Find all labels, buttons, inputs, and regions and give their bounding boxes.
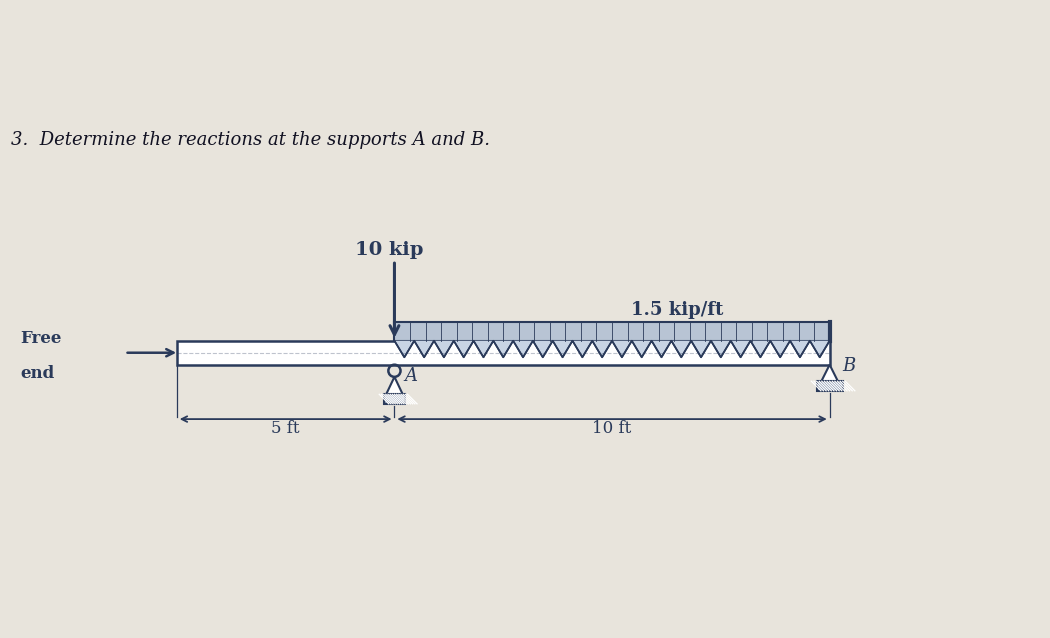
Text: B: B (843, 357, 856, 375)
Polygon shape (821, 365, 838, 382)
Text: end: end (20, 365, 55, 382)
Bar (817, 382, 843, 391)
Bar (383, 394, 405, 404)
Bar (176, 341, 830, 365)
Polygon shape (592, 341, 612, 357)
Polygon shape (395, 341, 415, 357)
Polygon shape (751, 341, 771, 357)
Polygon shape (790, 341, 810, 357)
Polygon shape (671, 341, 691, 357)
Bar (395, 322, 830, 341)
Polygon shape (415, 341, 434, 357)
Polygon shape (494, 341, 513, 357)
Polygon shape (434, 341, 454, 357)
Text: 5 ft: 5 ft (271, 420, 300, 437)
Polygon shape (691, 341, 711, 357)
Text: 1.5 kip/ft: 1.5 kip/ft (631, 300, 723, 318)
Polygon shape (454, 341, 474, 357)
Polygon shape (771, 341, 790, 357)
Polygon shape (386, 377, 403, 394)
Polygon shape (632, 341, 652, 357)
Text: A: A (404, 367, 417, 385)
Polygon shape (513, 341, 533, 357)
Polygon shape (474, 341, 494, 357)
Text: Free: Free (20, 330, 62, 347)
Polygon shape (810, 341, 830, 357)
Polygon shape (612, 341, 632, 357)
Polygon shape (711, 341, 731, 357)
Polygon shape (533, 341, 552, 357)
Polygon shape (572, 341, 592, 357)
Polygon shape (652, 341, 671, 357)
Text: 3.  Determine the reactions at the supports A and B.: 3. Determine the reactions at the suppor… (12, 131, 490, 149)
Polygon shape (552, 341, 572, 357)
Text: 10 kip: 10 kip (355, 241, 423, 259)
Text: 10 ft: 10 ft (592, 420, 632, 437)
Polygon shape (731, 341, 751, 357)
